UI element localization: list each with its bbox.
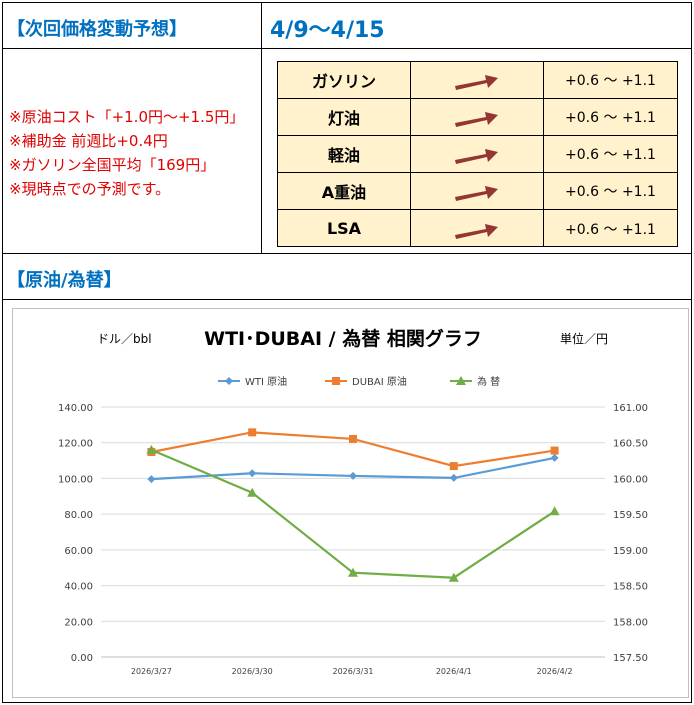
note-line: ※補助金 前週比+0.4円 [9, 132, 168, 150]
data-point [332, 377, 340, 385]
price-range: +0.6 ～ +1.1 [565, 184, 656, 200]
legend-item: WTI 原油 [218, 375, 287, 388]
data-point [449, 462, 458, 471]
fuel-name: ガソリン [278, 62, 411, 98]
data-point [225, 377, 233, 385]
chart-cell [2, 299, 692, 703]
fuel-name: LSA [278, 210, 411, 247]
data-point [550, 446, 559, 455]
data-point [550, 453, 559, 462]
x-tick-label: 2026/4/1 [436, 667, 472, 676]
forecast-title-cell: 【次回価格変動予想】 [2, 2, 262, 49]
data-point [247, 487, 258, 497]
right-tick-label: 159.00 [613, 546, 648, 557]
price-range: +0.6 ～ +1.1 [565, 221, 656, 238]
legend-label: DUBAI 原油 [352, 375, 407, 388]
left-unit-label: ドル／bbl [97, 332, 152, 346]
x-tick-label: 2026/4/2 [537, 667, 573, 676]
right-tick-label: 159.50 [613, 510, 648, 521]
chart-area: ドル／bbl WTI･DUBAI / 為替 相関グラフ 単位／円 WTI 原油 D… [12, 308, 689, 698]
data-point [349, 434, 357, 443]
forecast-title: 【次回価格変動予想】 [7, 19, 187, 40]
correlation-chart: ドル／bbl WTI･DUBAI / 為替 相関グラフ 単位／円 WTI 原油 D… [58, 327, 648, 676]
legend-item: DUBAI 原油 [325, 375, 407, 388]
section2-title: 【原油/為替】 [7, 270, 122, 291]
forecast-table: ガソリン +0.6 ～ +1.1 灯油 +0.6 ～ +1.1 軽油 +0.6 ～ +1.… [277, 61, 678, 247]
right-tick-label: 161.00 [613, 403, 648, 414]
data-point [448, 572, 459, 582]
forecast-row: ガソリン +0.6 ～ +1.1 [278, 62, 677, 99]
forecast-row: 軽油 +0.6 ～ +1.1 [278, 136, 677, 173]
chart-legend: WTI 原油 DUBAI 原油 為 替 [218, 375, 500, 388]
left-tick-label: 120.00 [58, 439, 93, 450]
right-unit-label: 単位／円 [560, 331, 608, 346]
price-range: +0.6 ～ +1.1 [565, 110, 656, 126]
notes-cell: ※原油コスト「+1.0円～+1.5円」 ※補助金 前週比+0.4円 ※ガソリン全… [2, 48, 262, 254]
x-tick-label: 2026/3/31 [332, 667, 373, 676]
fuel-name: 軽油 [278, 136, 411, 172]
right-tick-label: 160.00 [613, 474, 648, 485]
fuel-name: A重油 [278, 173, 411, 209]
chart-grid [101, 406, 605, 658]
left-axis-ticks: 0.00 20.00 40.00 60.00 80.00 100.00 120.00 140.… [58, 403, 93, 664]
series-fx [146, 444, 560, 582]
legend-label: WTI 原油 [245, 375, 287, 388]
forecast-row: A重油 +0.6 ～ +1.1 [278, 173, 677, 210]
right-axis-ticks: 157.50 158.00 158.50 159.00 159.50 160.00 160.… [613, 403, 648, 664]
left-tick-label: 60.00 [64, 546, 93, 557]
left-tick-label: 20.00 [64, 617, 93, 628]
left-tick-label: 100.00 [58, 474, 93, 485]
notes-list: ※原油コスト「+1.0円～+1.5円」 ※補助金 前週比+0.4円 ※ガソリン全… [9, 105, 244, 201]
data-point [349, 471, 357, 480]
forecast-period: 4/9～4/15 [270, 18, 385, 43]
chart-series [146, 428, 560, 582]
trend-up-arrow-icon [411, 99, 544, 135]
trend-up-arrow-icon [411, 136, 544, 172]
fuel-name: 灯油 [278, 99, 411, 135]
legend-item: 為 替 [450, 375, 500, 388]
trend-up-arrow-icon [411, 210, 544, 247]
data-point [248, 428, 257, 437]
right-tick-label: 157.50 [613, 653, 648, 664]
x-tick-label: 2026/3/30 [232, 667, 273, 676]
note-line: ※ガソリン全国平均「169円」 [9, 156, 216, 174]
forecast-row: 灯油 +0.6 ～ +1.1 [278, 99, 677, 136]
data-point [146, 444, 157, 454]
note-line: ※現時点での予測です。 [9, 180, 171, 198]
data-point [248, 469, 257, 478]
forecast-row: LSA +0.6 ～ +1.1 [278, 210, 677, 247]
right-tick-label: 158.50 [613, 582, 648, 593]
x-axis-ticks: 2026/3/27 2026/3/30 2026/3/31 2026/4/1 2026/… [131, 667, 573, 676]
right-tick-label: 160.50 [613, 439, 648, 450]
left-tick-label: 40.00 [64, 582, 93, 593]
data-point [549, 506, 560, 516]
series-dubai [147, 428, 559, 471]
data-point [147, 475, 156, 484]
right-tick-label: 158.00 [613, 617, 648, 628]
x-tick-label: 2026/3/27 [131, 667, 172, 676]
trend-up-arrow-icon [411, 62, 544, 98]
left-tick-label: 0.00 [71, 653, 93, 664]
legend-label: 為 替 [477, 375, 500, 388]
section2-title-cell: 【原油/為替】 [2, 253, 692, 300]
price-range: +0.6 ～ +1.1 [565, 147, 656, 163]
data-point [348, 567, 358, 577]
left-tick-label: 80.00 [64, 510, 93, 521]
note-line: ※原油コスト「+1.0円～+1.5円」 [9, 108, 245, 126]
price-range: +0.6 ～ +1.1 [565, 73, 656, 89]
series-wti [147, 453, 559, 484]
left-tick-label: 140.00 [58, 403, 93, 414]
data-point [449, 473, 458, 482]
chart-title: WTI･DUBAI / 為替 相関グラフ [204, 327, 482, 350]
trend-up-arrow-icon [411, 173, 544, 209]
period-cell: 4/9～4/15 [261, 2, 692, 49]
data-point [456, 376, 466, 385]
